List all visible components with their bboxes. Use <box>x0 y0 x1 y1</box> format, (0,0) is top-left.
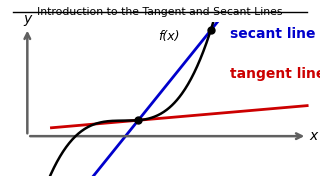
Text: y: y <box>23 12 31 26</box>
Text: Introduction to the Tangent and Secant Lines: Introduction to the Tangent and Secant L… <box>37 7 283 17</box>
Text: f(x): f(x) <box>158 30 179 43</box>
Text: secant line: secant line <box>230 27 316 41</box>
Text: tangent line: tangent line <box>230 67 320 81</box>
Text: x: x <box>309 129 318 143</box>
